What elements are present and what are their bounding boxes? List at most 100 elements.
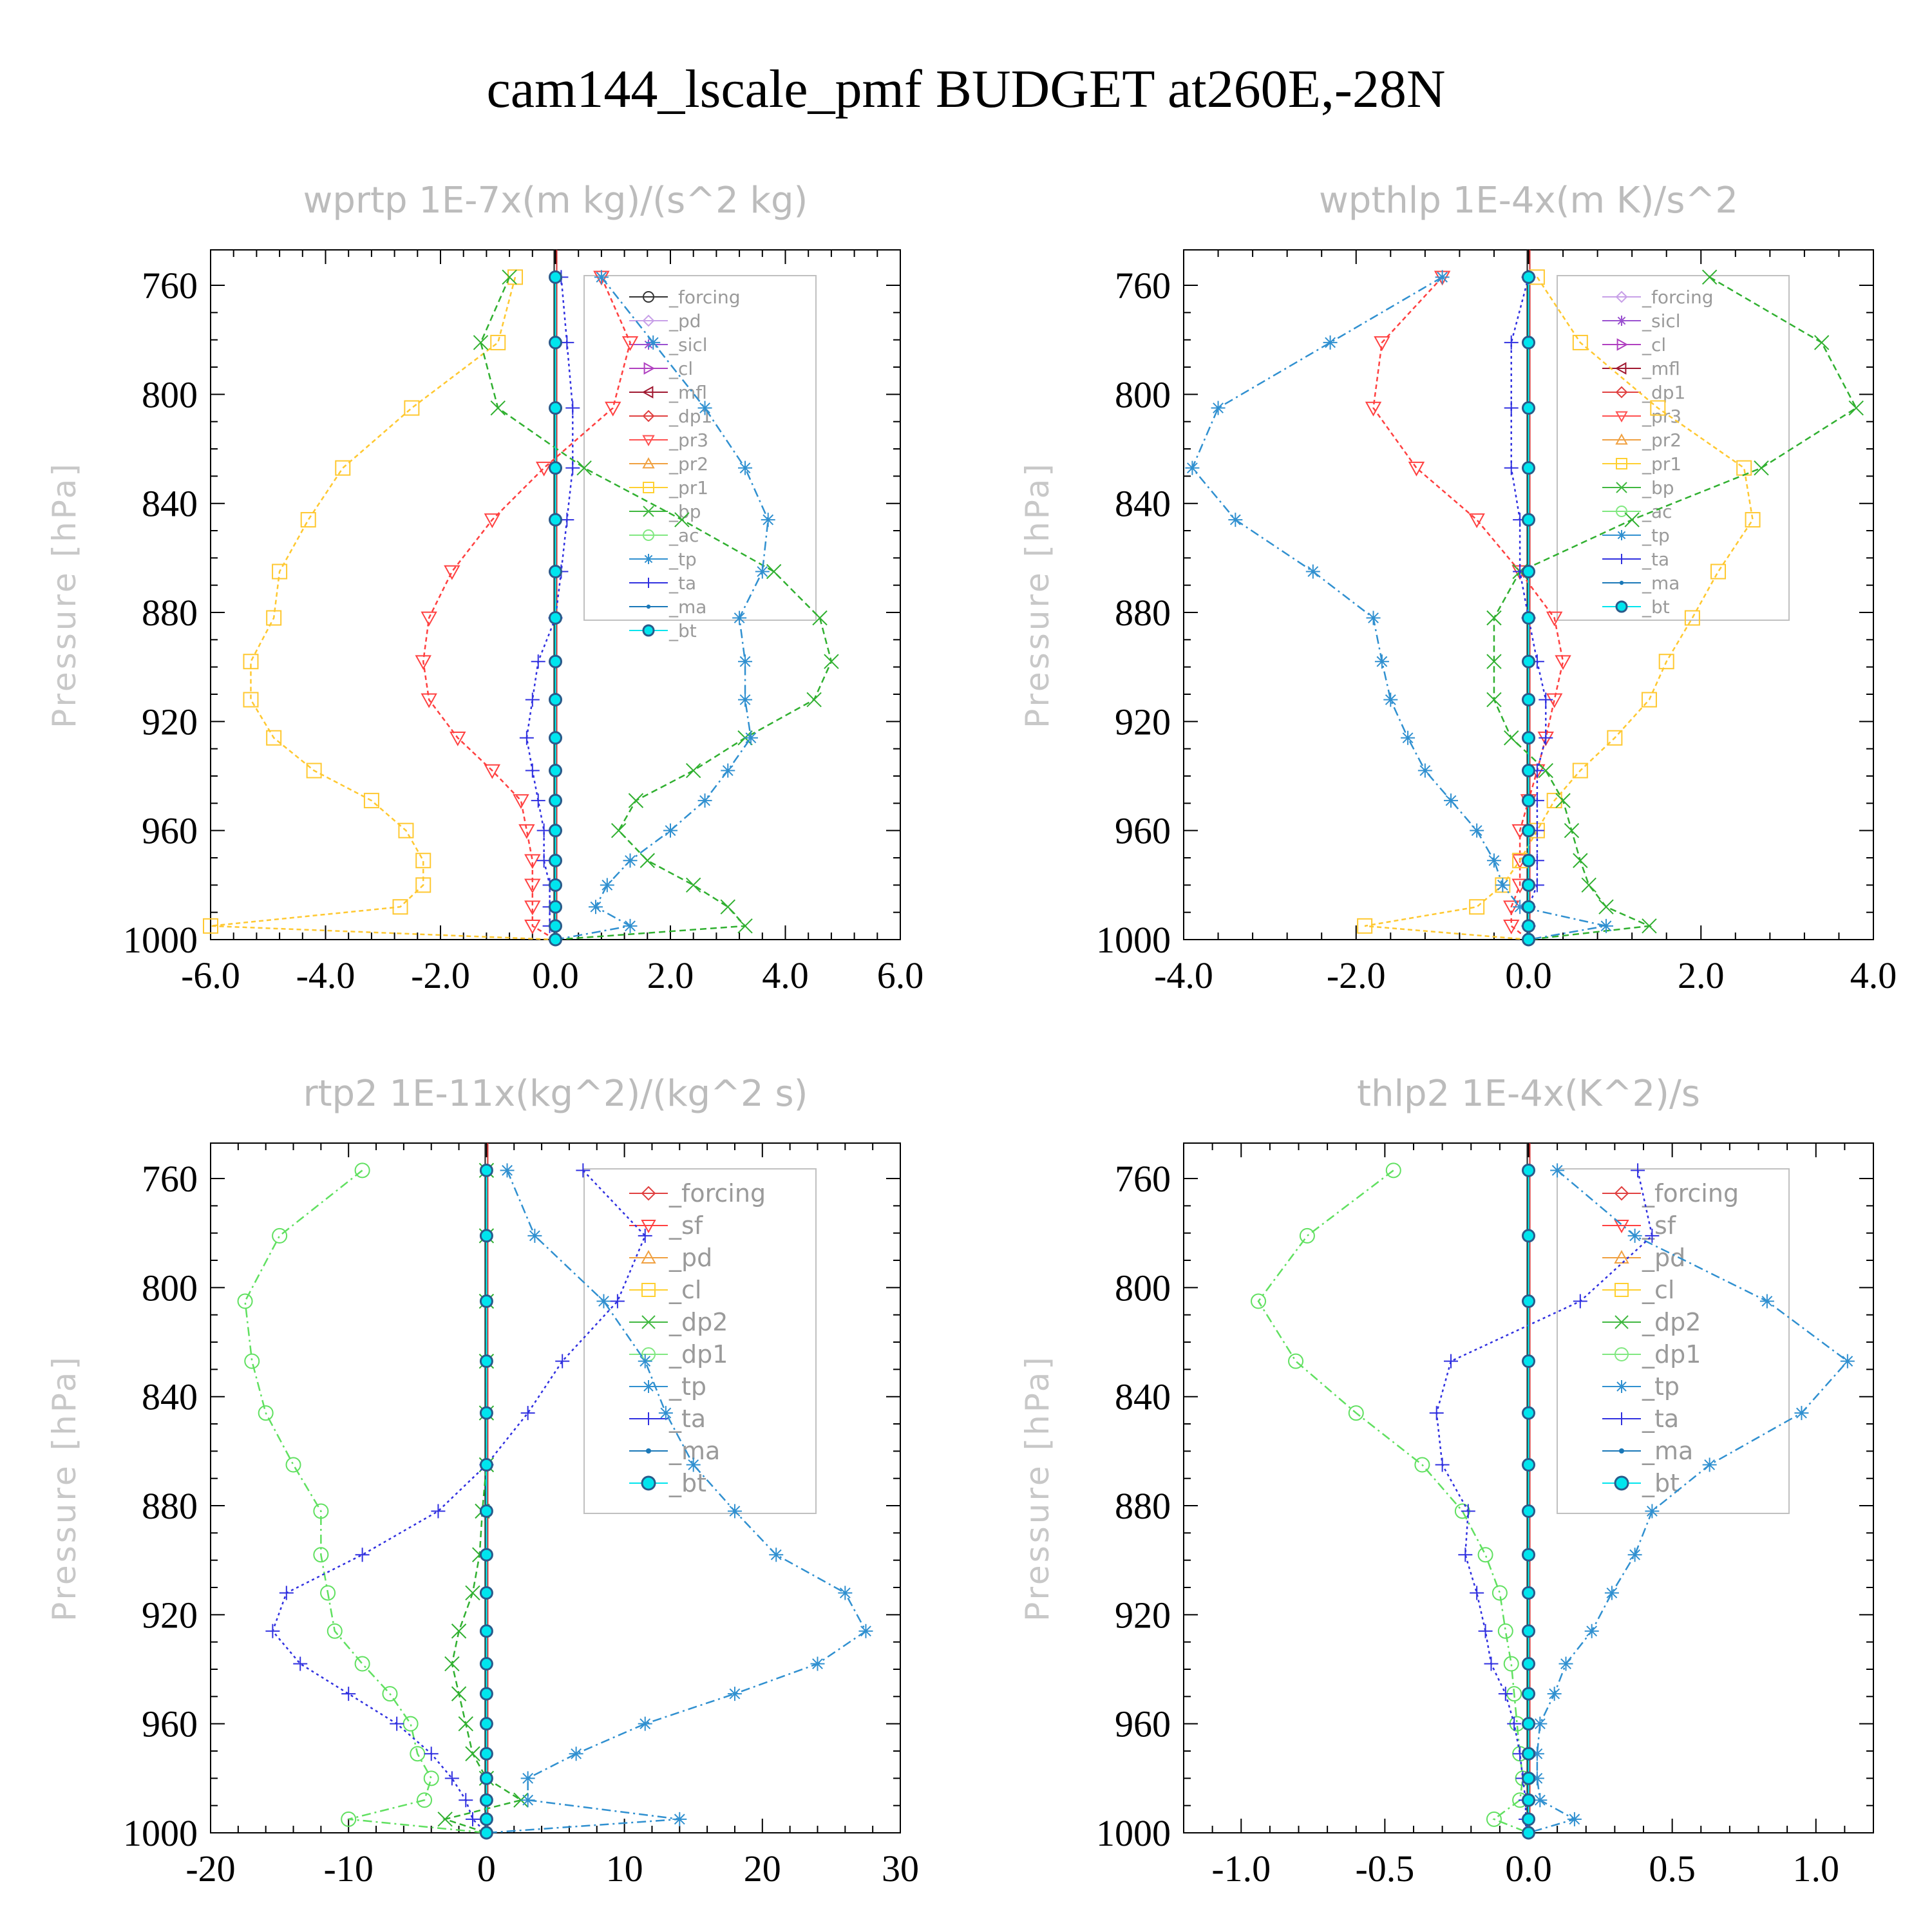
legend-marker (642, 624, 655, 637)
x-tick-label: 0.0 (1505, 1848, 1552, 1889)
data-point (549, 565, 562, 579)
legend-label: _bt (668, 620, 697, 641)
data-point (1484, 1656, 1499, 1671)
y-tick-label: 1000 (123, 919, 198, 961)
data-point (1486, 654, 1502, 669)
data-point (549, 824, 562, 838)
data-point (1522, 1717, 1535, 1731)
data-point (1567, 1812, 1582, 1826)
data-point (549, 853, 562, 867)
data-point (479, 1354, 493, 1368)
legend-marker (1616, 458, 1627, 469)
data-point (1522, 692, 1535, 706)
data-point (549, 900, 562, 914)
panel-title: thlp2 1E-4x(K^2)/s (1357, 1073, 1700, 1115)
data-point (1385, 1162, 1401, 1179)
data-point (1522, 1687, 1535, 1701)
legend-label: _pr3 (668, 430, 708, 451)
legend-box (1557, 1168, 1790, 1514)
legend-label: _forcing (668, 1179, 766, 1208)
data-point (527, 1228, 542, 1243)
data-point (1522, 919, 1535, 933)
data-point (1522, 401, 1535, 415)
data-point (1522, 565, 1535, 579)
data-point (769, 1548, 784, 1562)
legend-marker (641, 1475, 656, 1491)
data-point (576, 1163, 591, 1178)
legend-marker (643, 339, 654, 350)
data-point (266, 610, 282, 626)
series-bt (479, 1163, 493, 1840)
y-tick-label: 960 (1115, 1703, 1171, 1745)
data-point (266, 730, 282, 746)
data-point (1522, 1812, 1535, 1826)
data-point (1530, 1771, 1544, 1786)
data-point (810, 1656, 825, 1671)
data-point (1251, 1293, 1267, 1309)
data-point (1435, 1457, 1450, 1472)
data-point (1642, 918, 1657, 934)
data-point (479, 1826, 493, 1840)
data-point (1550, 1163, 1565, 1178)
data-point (1503, 900, 1520, 916)
data-point (421, 693, 437, 708)
x-tick-label: -2.0 (411, 954, 470, 996)
x-tick-label: 1.0 (1793, 1848, 1840, 1889)
legend-label: _ta (1642, 549, 1669, 570)
legend-label: _dp1 (668, 1340, 728, 1368)
legend-label: _bp (668, 501, 701, 522)
series-line (1510, 277, 1547, 940)
legend-marker (1615, 600, 1628, 613)
data-point (402, 1716, 419, 1732)
data-point (1522, 853, 1535, 867)
legend-label: _sf (668, 1211, 704, 1240)
series-tp (1185, 270, 1613, 941)
legend-label: _ac (1642, 501, 1672, 522)
data-point (1486, 1811, 1502, 1827)
legend-label: _sicl (668, 334, 708, 355)
legend-label: _forcing (1642, 287, 1714, 308)
chart-panel-2: wpthlp 1E-4x(m K)/s^2 Pressure [hPa] 760 80… (1019, 180, 1897, 996)
data-point (549, 692, 562, 706)
data-point (761, 513, 775, 527)
legend-label: _bt (1642, 1469, 1680, 1497)
legend-label: _ta (668, 573, 696, 594)
data-point (479, 1812, 493, 1826)
x-tick-label: 0 (477, 1848, 496, 1889)
data-point (1546, 611, 1563, 627)
data-point (549, 919, 562, 933)
data-point (1504, 460, 1519, 475)
legend-marker (643, 362, 656, 375)
data-point (313, 1503, 329, 1519)
data-point (594, 270, 609, 285)
data-point (628, 793, 644, 808)
data-point (1538, 762, 1553, 779)
data-point (479, 1458, 493, 1472)
data-point (1522, 1624, 1535, 1638)
series-pr3 (415, 270, 639, 941)
data-point (596, 1294, 611, 1309)
legend-marker (646, 604, 651, 609)
legend-marker (641, 386, 654, 399)
y-tick-label: 960 (142, 810, 198, 852)
legend-label: _ma (668, 1437, 720, 1465)
data-point (363, 793, 379, 809)
data-point (524, 920, 541, 934)
legend-marker (1619, 580, 1624, 585)
data-point (1598, 899, 1614, 914)
legend-label: _dp1 (1642, 1340, 1701, 1368)
data-point (576, 460, 592, 476)
data-point (293, 1656, 308, 1671)
panel-title: wpthlp 1E-4x(m K)/s^2 (1319, 180, 1738, 222)
data-point (520, 1406, 535, 1421)
data-point (421, 611, 437, 627)
data-point (1607, 730, 1623, 746)
data-point (549, 654, 562, 668)
series-bp (473, 269, 839, 941)
data-point (531, 793, 545, 808)
legend-marker (643, 506, 654, 517)
legend-label: _tp (1642, 1372, 1680, 1401)
legend-marker (1616, 316, 1627, 326)
plot-frame (210, 1142, 901, 1833)
data-point (1469, 899, 1485, 915)
